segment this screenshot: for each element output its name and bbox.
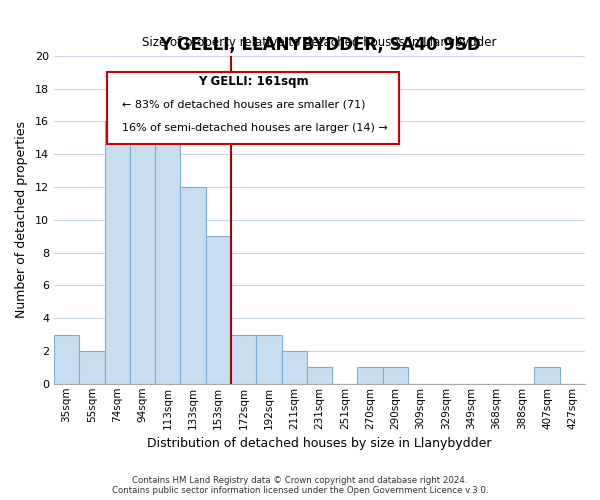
- Text: ← 83% of detached houses are smaller (71): ← 83% of detached houses are smaller (71…: [122, 100, 365, 110]
- Bar: [535, 368, 560, 384]
- Y-axis label: Number of detached properties: Number of detached properties: [15, 121, 28, 318]
- Bar: [155, 122, 181, 384]
- Text: 16% of semi-detached houses are larger (14) →: 16% of semi-detached houses are larger (…: [122, 124, 388, 134]
- Bar: [104, 122, 130, 384]
- Bar: [54, 334, 79, 384]
- X-axis label: Distribution of detached houses by size in Llanybydder: Distribution of detached houses by size …: [147, 437, 492, 450]
- Bar: [130, 105, 155, 384]
- Bar: [231, 334, 256, 384]
- Bar: [281, 351, 307, 384]
- Text: Contains HM Land Registry data © Crown copyright and database right 2024.
Contai: Contains HM Land Registry data © Crown c…: [112, 476, 488, 495]
- Text: Size of property relative to detached houses in Llanybydder: Size of property relative to detached ho…: [142, 36, 497, 49]
- Bar: [79, 351, 104, 384]
- Bar: [383, 368, 408, 384]
- Bar: [358, 368, 383, 384]
- Title: Y GELLI, LLANYBYDDER, SA40 9SD: Y GELLI, LLANYBYDDER, SA40 9SD: [158, 36, 480, 54]
- Bar: [206, 236, 231, 384]
- Bar: [307, 368, 332, 384]
- Bar: [256, 334, 281, 384]
- Bar: [181, 187, 206, 384]
- Text: Y GELLI: 161sqm: Y GELLI: 161sqm: [198, 75, 308, 88]
- FancyBboxPatch shape: [107, 72, 399, 144]
